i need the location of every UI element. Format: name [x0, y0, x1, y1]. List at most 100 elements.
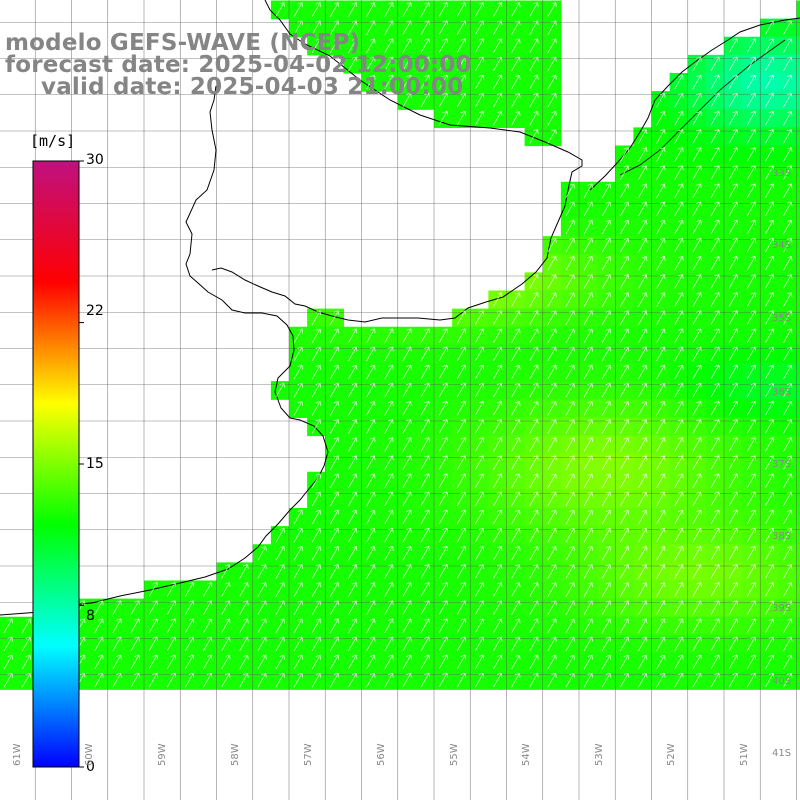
wind-speed-cell — [560, 562, 580, 582]
wind-speed-cell — [724, 181, 743, 201]
wind-speed-cell — [615, 399, 634, 418]
wind-arrow — [674, 618, 684, 633]
wind-speed-cell — [724, 290, 743, 310]
wind-arrow — [311, 654, 322, 670]
wind-speed-cell — [742, 254, 761, 273]
wind-arrow — [402, 419, 412, 434]
wind-speed-cell — [325, 399, 344, 418]
wind-speed-cell — [615, 254, 634, 273]
wind-arrow — [620, 382, 630, 398]
wind-speed-cell — [144, 671, 163, 690]
wind-arrow — [728, 564, 738, 579]
wind-arrow — [366, 400, 376, 416]
wind-speed-cell — [687, 453, 707, 473]
wind-speed-cell — [452, 399, 471, 418]
wind-speed-cell — [615, 326, 634, 346]
wind-arrow — [402, 491, 412, 507]
wind-arrow — [765, 328, 775, 343]
wind-arrow — [710, 527, 720, 543]
wind-arrow — [456, 437, 467, 452]
wind-speed-cell — [760, 653, 779, 672]
wind-arrow — [130, 600, 140, 615]
wind-speed-cell — [343, 653, 363, 672]
wind-arrow — [221, 600, 231, 615]
wind-speed-cell — [506, 580, 526, 600]
wind-speed-cell — [415, 381, 435, 400]
wind-arrow — [493, 382, 503, 398]
wind-speed-cell — [379, 381, 399, 400]
wind-speed-cell — [651, 598, 671, 618]
wind-arrow — [438, 56, 448, 72]
wind-speed-cell — [560, 181, 580, 201]
wind-speed-cell — [397, 489, 417, 509]
wind-arrow — [384, 509, 394, 525]
wind-arrow — [529, 545, 539, 561]
wind-speed-cell — [434, 399, 453, 418]
wind-speed-cell — [597, 471, 616, 491]
wind-speed-cell — [524, 363, 544, 382]
wind-speed-cell — [705, 73, 725, 92]
wind-speed-cell — [669, 616, 689, 636]
wind-arrow — [656, 509, 666, 525]
wind-arrow — [547, 129, 557, 144]
wind-arrow — [620, 165, 630, 180]
wind-speed-cell — [615, 489, 634, 509]
wind-speed-cell — [524, 435, 544, 455]
wind-speed-cell — [760, 218, 779, 237]
wind-arrow — [438, 636, 448, 652]
wind-arrow — [311, 672, 322, 688]
wind-arrow — [420, 364, 430, 380]
wind-speed-cell — [415, 671, 435, 690]
wind-arrow — [348, 382, 358, 398]
wind-arrow — [438, 509, 448, 525]
wind-speed-cell — [361, 18, 381, 38]
wind-speed-cell — [705, 471, 725, 491]
wind-arrow — [746, 274, 757, 289]
wind-arrow — [493, 364, 503, 380]
wind-speed-cell — [633, 163, 653, 183]
wind-arrow — [203, 654, 213, 670]
wind-arrow — [293, 509, 303, 525]
wind-arrow — [765, 455, 775, 470]
lat-label: 33S — [772, 168, 792, 179]
wind-arrow — [692, 219, 702, 235]
wind-speed-cell — [506, 326, 526, 346]
wind-arrow — [366, 672, 376, 688]
wind-arrow — [456, 419, 467, 434]
wind-arrow — [221, 618, 231, 633]
wind-speed-cell — [415, 399, 435, 418]
wind-arrow — [783, 147, 793, 162]
wind-speed-cell — [379, 0, 399, 20]
wind-arrow — [746, 56, 757, 72]
wind-arrow — [511, 600, 521, 615]
wind-speed-cell — [615, 218, 634, 237]
wind-speed-cell — [397, 73, 417, 92]
wind-arrow — [783, 165, 793, 180]
wind-arrow — [166, 600, 177, 615]
wind-arrow — [638, 654, 648, 670]
wind-speed-cell — [470, 363, 489, 382]
wind-arrow — [674, 654, 684, 670]
wind-arrow — [710, 455, 720, 470]
wind-speed-cell — [470, 417, 489, 437]
wind-speed-cell — [397, 91, 417, 110]
wind-arrow — [456, 564, 467, 579]
wind-arrow — [529, 56, 539, 72]
wind-speed-cell — [669, 453, 689, 473]
wind-speed-cell — [742, 344, 761, 364]
wind-speed-cell — [724, 127, 743, 147]
wind-speed-cell — [705, 181, 725, 201]
wind-arrow — [438, 364, 448, 380]
wind-speed-cell — [579, 526, 598, 545]
wind-arrow — [692, 527, 702, 543]
wind-arrow — [475, 38, 485, 53]
wind-arrow — [674, 582, 684, 597]
wind-arrow — [384, 56, 394, 72]
wind-arrow — [565, 582, 575, 597]
wind-arrow — [710, 382, 720, 398]
wind-arrow — [783, 310, 793, 325]
wind-speed-cell — [687, 344, 707, 364]
wind-speed-cell — [89, 653, 109, 672]
wind-arrow — [620, 509, 630, 525]
wind-arrow — [384, 527, 394, 543]
